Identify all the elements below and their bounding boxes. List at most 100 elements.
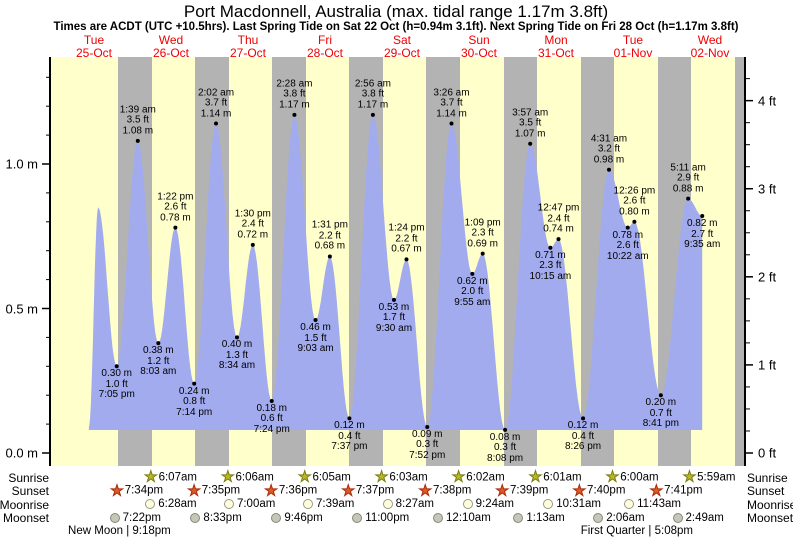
night-band bbox=[349, 57, 383, 466]
moonrise-circle-icon bbox=[223, 499, 234, 509]
sunset-time: 7:41pm bbox=[664, 484, 703, 497]
spring-tide-subtitle: Times are ACDT (UTC +10.5hrs). Last Spri… bbox=[53, 21, 739, 33]
tide-annotation: 0.08 m 0.3 ft 8:08 pm bbox=[487, 431, 524, 464]
sunset-time: 7:36pm bbox=[278, 484, 318, 497]
moonset-event: 2:49am bbox=[672, 511, 724, 524]
moonset-time: 2:49am bbox=[685, 511, 724, 524]
moonrise-circle-icon bbox=[382, 499, 393, 509]
moonrise-circle-icon bbox=[145, 499, 156, 509]
moonrise-event: 7:39am bbox=[303, 498, 354, 510]
moonrise-circle-icon bbox=[624, 499, 635, 509]
moonset-event: 1:13am bbox=[513, 512, 565, 524]
y-axis-label-ft: 0 ft bbox=[758, 445, 777, 461]
moonset-time: 7:22pm bbox=[122, 511, 161, 524]
moonset-time: 2:06am bbox=[606, 511, 645, 524]
sunset-event: ★ 7:39pm bbox=[495, 483, 548, 499]
tide-annotation: 0.53 m 1.7 ft 9:30 am bbox=[375, 301, 413, 334]
moon-phase-label: New Moon | 9:18pm bbox=[68, 525, 171, 537]
tide-annotation: 2:02 am 3.7 ft 1.14 m bbox=[197, 87, 235, 120]
moonrise-circle-icon bbox=[462, 499, 473, 509]
sunrise-time: 6:01am bbox=[543, 471, 582, 483]
tide-annotation: 0.78 m 2.6 ft 10:22 am bbox=[606, 229, 649, 262]
tide-annotation: 0.24 m 0.8 ft 7:14 pm bbox=[176, 385, 213, 418]
sunset-star-icon: ★ bbox=[341, 482, 355, 499]
moonset-circle-icon bbox=[271, 512, 282, 523]
astro-row-label-sunrise: Sunrise bbox=[747, 470, 788, 485]
moonset-event: 2:06am bbox=[593, 511, 645, 524]
sunrise-event: ★ 6:01am bbox=[528, 469, 582, 485]
sunset-star-icon: ★ bbox=[418, 482, 432, 499]
sunrise-time: 6:06am bbox=[235, 471, 274, 483]
sunrise-time: 6:00am bbox=[620, 471, 659, 483]
y-axis-label-ft: 3 ft bbox=[758, 181, 777, 197]
sunset-event: ★ 7:38pm bbox=[418, 482, 471, 499]
moonset-circle-icon bbox=[513, 512, 524, 523]
moonset-time: 8:33pm bbox=[203, 511, 242, 524]
sunrise-star-icon: ★ bbox=[451, 468, 466, 486]
sunset-time: 7:40pm bbox=[587, 484, 626, 497]
sunrise-event: ★ 6:00am bbox=[605, 468, 659, 486]
tide-annotation: 0.30 m 1.0 ft 7:05 pm bbox=[98, 368, 135, 401]
moonset-circle-icon bbox=[190, 512, 201, 523]
y-axis-label-m: 0.5 m bbox=[5, 301, 38, 316]
sunrise-time: 6:02am bbox=[466, 471, 505, 483]
y-axis-label-ft: 1 ft bbox=[758, 357, 777, 373]
moonrise-time: 10:31am bbox=[556, 498, 601, 510]
sunrise-event: ★ 5:59am bbox=[682, 468, 735, 486]
tide-annotation: 0.20 m 0.7 ft 8:41 pm bbox=[642, 397, 679, 430]
moonrise-event: 7:00am bbox=[223, 498, 275, 510]
tide-annotation: 0.12 m 0.4 ft 8:26 pm bbox=[564, 420, 602, 453]
sunset-star-icon: ★ bbox=[572, 482, 587, 499]
sunset-event: ★ 7:37pm bbox=[341, 482, 395, 499]
tide-annotation: 4:31 am 3.2 ft 0.98 m bbox=[590, 133, 628, 166]
night-band bbox=[734, 57, 745, 466]
sunrise-event: ★ 6:02am bbox=[451, 468, 505, 486]
moonrise-time: 9:24am bbox=[475, 498, 515, 510]
astro-row-label-sunset: Sunset bbox=[747, 484, 785, 498]
sunrise-event: ★ 6:07am bbox=[144, 469, 197, 485]
sunrise-time: 6:07am bbox=[158, 471, 197, 483]
day-column-label: Sun 30-Oct bbox=[460, 33, 498, 60]
tide-annotation: 1:22 pm 2.6 ft 0.78 m bbox=[157, 191, 194, 224]
sunset-star-icon: ★ bbox=[264, 482, 278, 499]
sunrise-star-icon: ★ bbox=[605, 468, 620, 486]
sunrise-star-icon: ★ bbox=[374, 468, 389, 486]
moon-phase-label: First Quarter | 5:08pm bbox=[580, 525, 693, 537]
tide-annotation: 1:09 pm 2.3 ft 0.69 m bbox=[464, 217, 501, 250]
day-column-label: Sat 29-Oct bbox=[383, 33, 421, 60]
sunset-event: ★ 7:40pm bbox=[572, 482, 626, 499]
moonset-circle-icon bbox=[109, 512, 120, 523]
moonset-circle-icon bbox=[352, 512, 363, 523]
tide-annotation: 0.09 m 0.3 ft 7:52 pm bbox=[409, 428, 446, 461]
sunrise-star-icon: ★ bbox=[682, 468, 697, 486]
moonset-event: 12:10am bbox=[433, 512, 491, 524]
moonrise-circle-icon bbox=[543, 499, 554, 509]
astro-row-label-moonrise: Moonrise bbox=[0, 497, 49, 512]
sunrise-time: 6:05am bbox=[312, 471, 351, 483]
astro-row-label-sunrise: Sunrise bbox=[8, 470, 49, 485]
tide-annotation: 0.18 m 0.6 ft 7:24 pm bbox=[253, 402, 290, 435]
moonset-time: 11:00pm bbox=[365, 511, 410, 524]
sunset-event: ★ 7:35pm bbox=[187, 482, 240, 499]
moonrise-event: 6:28am bbox=[145, 498, 197, 510]
tide-annotation: 0.62 m 2.0 ft 9:55 am bbox=[454, 275, 491, 308]
moonrise-event: 8:27am bbox=[382, 498, 434, 510]
tide-annotation: 1:39 am 3.5 ft 1.08 m bbox=[119, 104, 156, 137]
sunset-star-icon: ★ bbox=[649, 482, 664, 499]
tide-annotation: 0.40 m 1.3 ft 8:34 am bbox=[218, 339, 256, 372]
y-axis-label-ft: 2 ft bbox=[758, 269, 777, 285]
sunset-event: ★ 7:41pm bbox=[649, 482, 703, 499]
astro-row-label-moonset: Moonset bbox=[2, 511, 49, 525]
sunset-star-icon: ★ bbox=[110, 482, 124, 499]
day-column-label: Fri 28-Oct bbox=[306, 33, 344, 60]
sunset-time: 7:37pm bbox=[355, 484, 395, 497]
moonrise-time: 6:28am bbox=[158, 498, 197, 510]
moonset-event: 8:33pm bbox=[190, 511, 242, 524]
moonset-circle-icon bbox=[593, 512, 604, 523]
tide-annotation: 0.38 m 1.2 ft 8:03 am bbox=[140, 345, 177, 378]
y-axis-label-m: 0.0 m bbox=[5, 445, 38, 461]
sunset-star-icon: ★ bbox=[187, 482, 201, 499]
moonrise-event: 9:24am bbox=[462, 498, 515, 510]
sunset-event: ★ 7:34pm bbox=[110, 482, 163, 499]
